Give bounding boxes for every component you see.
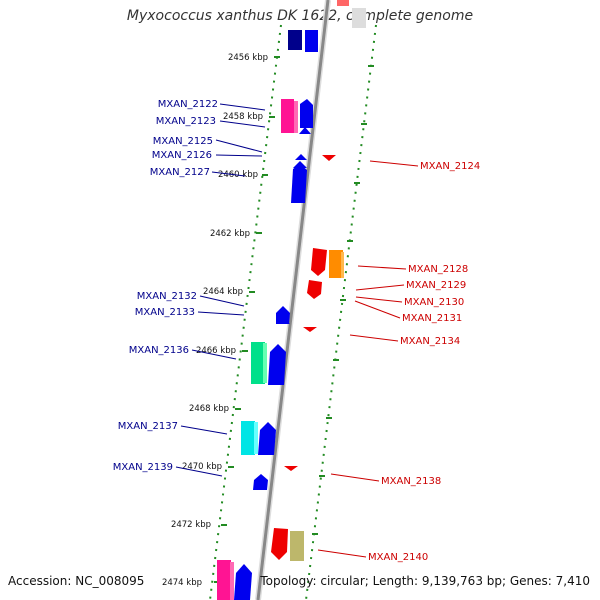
tick-label: 2464 kbp (203, 287, 243, 297)
right-dotted-rail (305, 24, 377, 600)
gene-label: MXAN_2139 (113, 462, 173, 473)
tick-label: 2466 kbp (196, 346, 236, 356)
gene-block (241, 421, 255, 455)
gene-block (288, 30, 302, 50)
genome-summary: Topology: circular; Length: 9,139,763 bp… (260, 574, 590, 588)
gene-block (337, 0, 349, 6)
gene-arrow (271, 528, 288, 560)
gene-label: MXAN_2133 (135, 307, 195, 318)
gene-label: MXAN_2137 (118, 421, 178, 432)
gene-arrow (258, 422, 276, 455)
backbone-line (256, 0, 330, 600)
forward-genes (217, 0, 366, 600)
gene-block (263, 343, 267, 383)
gene-arrow (299, 127, 311, 134)
right-leaders (317, 160, 419, 558)
gene-arrow (276, 306, 290, 324)
tick-label: 2470 kbp (182, 462, 222, 472)
gene-block (341, 252, 344, 278)
tick-label: 2456 kbp (228, 53, 268, 63)
gene-arrow (307, 280, 322, 299)
gene-arrow (268, 344, 286, 385)
gene-block (251, 342, 265, 384)
gene-arrow (284, 466, 298, 471)
gene-arrow (291, 164, 307, 203)
gene-arrow (322, 155, 336, 161)
gene-block (230, 562, 234, 600)
gene-arrow (311, 248, 327, 276)
gene-block (294, 101, 298, 133)
gene-label: MXAN_2122 (158, 99, 218, 110)
right-tick-marks (312, 65, 374, 535)
gene-label: MXAN_2134 (400, 336, 460, 347)
gene-arrow (300, 99, 313, 128)
gene-label: MXAN_2130 (404, 297, 464, 308)
gene-block (290, 531, 304, 561)
gene-block (305, 30, 318, 52)
gene-arrow (295, 154, 307, 160)
map-title: Myxococcus xanthus DK 1622, complete gen… (126, 8, 474, 24)
gene-arrow (253, 474, 268, 490)
gene-label: MXAN_2131 (402, 313, 462, 324)
reverse-genes (271, 155, 344, 561)
gene-arrow (303, 327, 317, 332)
gene-label: MXAN_2127 (150, 167, 210, 178)
gene-label: MXAN_2128 (408, 264, 468, 275)
tick-marks (214, 56, 280, 583)
tick-label: 2474 kbp (162, 578, 202, 588)
gene-label: MXAN_2138 (381, 476, 441, 487)
gene-block (329, 250, 343, 278)
gene-label: MXAN_2124 (420, 161, 480, 172)
gene-label: MXAN_2140 (368, 552, 428, 563)
gene-label: MXAN_2129 (406, 280, 466, 291)
gene-label: MXAN_2132 (137, 291, 197, 302)
tick-label: 2462 kbp (210, 229, 250, 239)
gene-block (352, 8, 366, 28)
gene-block (281, 99, 294, 133)
left-leaders (175, 103, 266, 477)
gene-label: MXAN_2123 (156, 116, 216, 127)
accession-text: Accession: NC_008095 (8, 574, 145, 588)
gene-label: MXAN_2126 (152, 150, 212, 161)
tick-label: 2472 kbp (171, 520, 211, 530)
gene-block (254, 422, 258, 454)
tick-label: 2468 kbp (189, 404, 229, 414)
gene-label: MXAN_2125 (153, 136, 213, 147)
tick-label: 2458 kbp (223, 112, 263, 122)
left-dotted-rail (209, 24, 282, 600)
gene-arrow (279, 318, 290, 324)
gene-arrow (234, 564, 252, 600)
gene-label: MXAN_2136 (129, 345, 189, 356)
gene-block (217, 560, 231, 600)
